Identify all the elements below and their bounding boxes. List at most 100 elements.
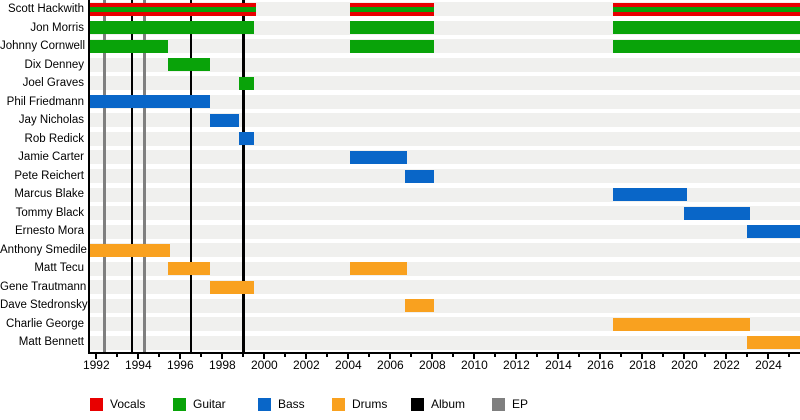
legend-swatch-vocals	[90, 398, 103, 411]
ep-marker-line	[103, 0, 106, 352]
member-label-dave-stedronsky: Dave Stedronsky	[0, 299, 88, 312]
axis-minor-tick	[158, 354, 161, 357]
row-band	[90, 298, 800, 313]
row-band	[90, 57, 800, 72]
legend-label: Bass	[278, 397, 305, 411]
legend-swatch-ep	[492, 398, 505, 411]
album-marker-line	[242, 0, 245, 352]
row-band	[90, 243, 800, 258]
timeline-bar-ernesto-mora	[747, 225, 800, 239]
legend-swatch-bass	[258, 398, 271, 411]
member-label-ernesto-mora: Ernesto Mora	[14, 225, 84, 238]
axis-minor-tick	[662, 354, 665, 357]
row-band	[90, 94, 800, 109]
plot-bottom-border	[88, 352, 800, 354]
legend-label: Drums	[352, 397, 388, 411]
timeline-bar-rob-redick	[239, 132, 254, 146]
member-label-matt-tecu: Matt Tecu	[34, 262, 84, 275]
legend-label: Guitar	[193, 397, 226, 411]
timeline-bar-jay-nicholas	[209, 113, 240, 127]
member-label-marcus-blake: Marcus Blake	[14, 188, 84, 201]
secondary-role-stripe	[613, 6, 800, 12]
axis-major-tick	[515, 354, 518, 359]
timeline-bar-dix-denney	[167, 58, 210, 72]
ep-marker-line	[143, 0, 146, 352]
axis-tick-label: 1998	[208, 358, 236, 372]
axis-tick-label: 2002	[293, 358, 320, 372]
legend-swatch-album	[411, 398, 424, 411]
axis-minor-tick	[200, 354, 203, 357]
member-label-johnny-cornwell: Johnny Cornwell	[0, 40, 86, 53]
axis-tick-label: 2024	[755, 358, 782, 372]
timeline-bar-scott-hackwith	[90, 2, 256, 16]
axis-minor-tick	[116, 354, 119, 357]
timeline-bar-matt-tecu	[350, 262, 408, 276]
timeline-bar-jamie-carter	[350, 150, 408, 164]
row-band	[90, 150, 800, 165]
axis-tick-label: 2004	[335, 358, 362, 372]
axis-major-tick	[221, 354, 224, 359]
legend-label: EP	[512, 397, 529, 411]
legend-label: Vocals	[110, 397, 146, 411]
axis-major-tick	[389, 354, 392, 359]
timeline-bar-matt-tecu	[167, 262, 210, 276]
axis-minor-tick	[620, 354, 623, 357]
axis-tick-label: 2010	[461, 358, 488, 372]
legend-swatch-guitar	[173, 398, 186, 411]
timeline-bar-johnny-cornwell	[350, 39, 435, 53]
axis-tick-label: 1996	[166, 358, 194, 372]
member-label-joel-graves: Joel Graves	[22, 77, 84, 90]
axis-tick-label: 2016	[587, 358, 614, 372]
row-band	[90, 76, 800, 91]
axis-major-tick	[305, 354, 308, 359]
axis-tick-label: 2000	[250, 358, 278, 372]
axis-major-tick	[95, 354, 98, 359]
member-label-phil-friedmann: Phil Friedmann	[6, 95, 84, 108]
axis-minor-tick	[452, 354, 455, 357]
axis-major-tick	[725, 354, 728, 359]
timeline-bar-jon-morris	[350, 21, 435, 35]
row-band	[90, 261, 800, 276]
member-label-jon-morris: Jon Morris	[30, 21, 84, 34]
axis-major-tick	[473, 354, 476, 359]
axis-minor-tick	[368, 354, 371, 357]
axis-minor-tick	[788, 354, 791, 357]
row-band	[90, 280, 800, 295]
member-label-pete-reichert: Pete Reichert	[14, 169, 84, 182]
axis-tick-label: 2008	[419, 358, 446, 372]
axis-major-tick	[557, 354, 560, 359]
axis-tick-label: 1994	[124, 358, 152, 372]
timeline-bar-scott-hackwith	[350, 2, 435, 16]
secondary-role-stripe	[90, 6, 256, 12]
axis-minor-tick	[704, 354, 707, 357]
member-label-jamie-carter: Jamie Carter	[18, 151, 84, 164]
timeline-bar-phil-friedmann	[90, 95, 210, 109]
axis-minor-tick	[242, 354, 245, 357]
album-marker-line	[130, 0, 134, 352]
axis-major-tick	[137, 354, 140, 359]
member-label-anthony-smedile: Anthony Smedile	[0, 243, 87, 256]
axis-minor-tick	[578, 354, 581, 357]
timeline-bar-gene-trautmann	[209, 280, 254, 294]
member-label-dix-denney: Dix Denney	[24, 58, 84, 71]
axis-major-tick	[347, 354, 350, 359]
secondary-role-stripe	[350, 6, 435, 12]
axis-major-tick	[599, 354, 602, 359]
timeline-bar-johnny-cornwell	[613, 39, 800, 53]
row-band	[90, 206, 800, 221]
member-label-charlie-george: Charlie George	[6, 317, 84, 330]
axis-major-tick	[683, 354, 686, 359]
axis-minor-tick	[746, 354, 749, 357]
timeline-bar-marcus-blake	[613, 188, 687, 202]
axis-tick-label: 2012	[503, 358, 530, 372]
axis-tick-label: 2020	[671, 358, 698, 372]
timeline-bar-dave-stedronsky	[405, 299, 435, 313]
row-band	[90, 131, 800, 146]
axis-major-tick	[179, 354, 182, 359]
plot-left-border	[88, 0, 90, 354]
row-band	[90, 169, 800, 183]
legend-label: Album	[431, 397, 466, 411]
axis-major-tick	[641, 354, 644, 359]
timeline-bar-charlie-george	[613, 317, 750, 331]
